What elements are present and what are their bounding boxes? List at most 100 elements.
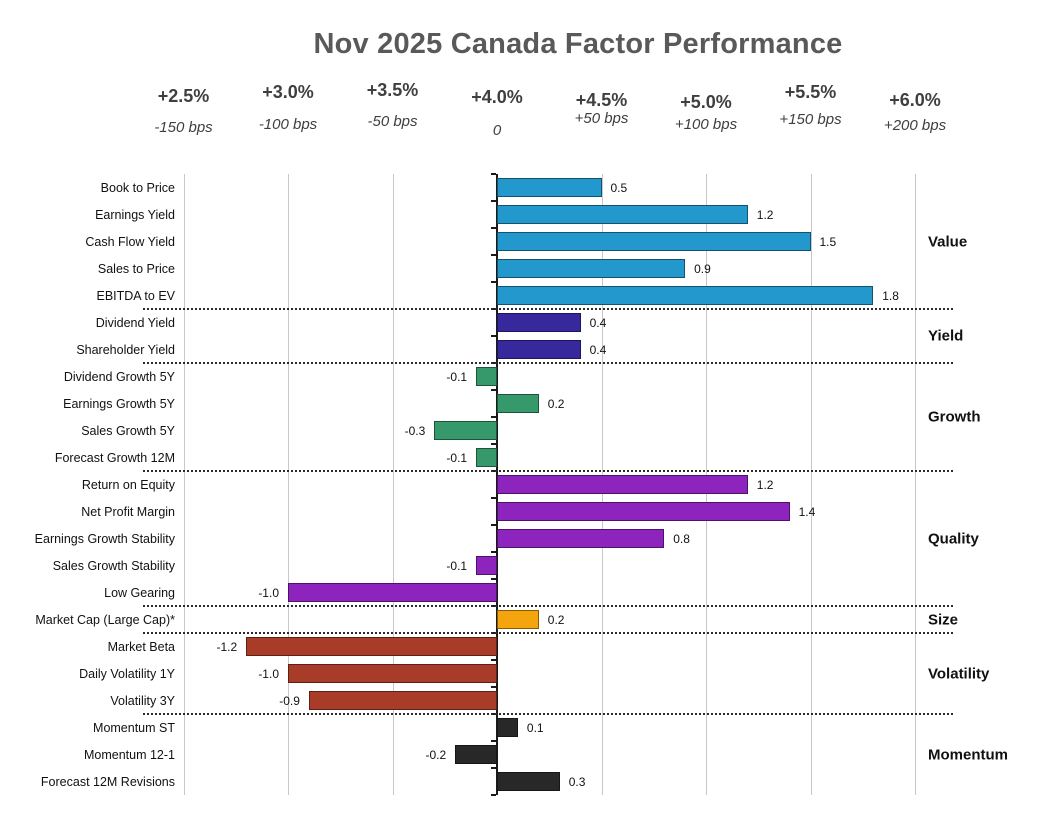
zero-axis-row-tick (491, 497, 496, 499)
gridline (915, 174, 916, 795)
gridline (183, 174, 185, 795)
category-label: Momentum 12-1 (83, 747, 175, 762)
bar (497, 610, 539, 629)
gridline (810, 174, 812, 795)
bar-value-label: 1.4 (798, 504, 816, 519)
bar (497, 232, 811, 251)
axis-tick-bps-label: -50 bps (367, 113, 418, 130)
bar (497, 502, 790, 521)
bar (308, 691, 497, 710)
zero-axis-row-tick (491, 281, 496, 283)
bar-value-label: -1.2 (216, 639, 238, 654)
axis-tick-percent-label: +3.5% (366, 80, 419, 100)
category-label: EBITDA to EV (96, 288, 175, 303)
bar-value-label: 0.9 (694, 261, 711, 276)
zero-axis-row-tick (491, 389, 496, 391)
bar (288, 664, 497, 683)
category-label: Forecast 12M Revisions (40, 774, 175, 789)
zero-axis-row-tick (491, 524, 496, 526)
group-label: Quality (928, 530, 979, 547)
bar (497, 340, 581, 359)
category-label: Low Gearing (104, 585, 175, 600)
category-label: Sales Growth 5Y (81, 423, 175, 438)
zero-axis-row-tick (491, 794, 496, 796)
axis-tick-percent-label: +6.0% (889, 90, 941, 110)
bar (497, 313, 581, 332)
bar-value-label: -0.1 (446, 558, 468, 573)
group-separator (143, 632, 953, 634)
bar-value-label: 0.4 (589, 342, 607, 357)
group-label: Momentum (928, 746, 1008, 763)
zero-axis-row-tick (491, 200, 496, 202)
category-label: Dividend Growth 5Y (63, 369, 175, 384)
bar-value-label: 1.8 (882, 288, 899, 303)
bar (497, 394, 539, 413)
group-label: Growth (928, 408, 981, 426)
axis-tick-percent-label: +2.5% (157, 86, 210, 106)
bar (476, 556, 497, 575)
group-label: Volatility (928, 665, 990, 682)
group-separator (143, 362, 953, 364)
category-label: Market Beta (107, 639, 175, 654)
zero-axis-row-tick (491, 767, 496, 769)
category-label: Book to Price (100, 180, 175, 195)
category-label: Momentum ST (93, 720, 175, 735)
bar-value-label: 0.2 (547, 612, 565, 627)
zero-axis-row-tick (491, 416, 496, 418)
bar (497, 286, 874, 305)
group-separator (143, 713, 953, 715)
group-separator (143, 605, 953, 607)
bar-value-label: 1.2 (756, 477, 774, 492)
bar (497, 259, 686, 278)
zero-axis-row-tick (491, 173, 496, 175)
bar (476, 367, 497, 386)
bar (497, 772, 560, 791)
category-label: Earnings Growth Stability (34, 531, 175, 546)
category-label: Volatility 3Y (110, 693, 175, 708)
bar-value-label: -0.1 (446, 369, 468, 384)
group-label: Size (928, 611, 959, 628)
axis-tick-bps-label: 0 (492, 122, 502, 139)
axis-tick-percent-label: +4.0% (471, 87, 523, 107)
bar (497, 529, 665, 548)
bar-value-label: 0.8 (673, 531, 690, 546)
bar (497, 718, 518, 737)
axis-tick-percent-label: +5.0% (680, 92, 732, 112)
bar-value-label: -1.0 (258, 585, 279, 600)
bar-value-label: 0.3 (568, 774, 586, 789)
zero-axis-row-tick (491, 335, 496, 337)
zero-axis-row-tick (491, 551, 496, 553)
category-label: Earnings Yield (95, 207, 175, 222)
gridline (392, 174, 394, 795)
zero-axis-row-tick (491, 740, 496, 742)
group-separator (143, 308, 953, 310)
bar-value-label: -0.1 (446, 450, 468, 465)
category-label: Dividend Yield (95, 315, 175, 330)
category-label: Net Profit Margin (81, 504, 175, 519)
category-label: Return on Equity (81, 477, 175, 492)
bar-value-label: -1.0 (258, 666, 279, 681)
axis-tick-bps-label: +50 bps (574, 110, 629, 127)
category-label: Forecast Growth 12M (54, 450, 175, 465)
bar-value-label: 0.1 (526, 720, 544, 735)
bar (434, 421, 497, 440)
category-label: Sales Growth Stability (52, 558, 175, 573)
category-label: Daily Volatility 1Y (79, 666, 175, 681)
bar-value-label: 0.4 (589, 315, 607, 330)
zero-axis-row-tick (491, 686, 496, 688)
axis-tick-bps-label: -100 bps (258, 116, 318, 133)
axis-tick-percent-label: +5.5% (784, 82, 837, 102)
bar-value-label: 1.5 (819, 234, 837, 249)
axis-tick-percent-label: +4.5% (575, 90, 628, 110)
bar-value-label: 0.2 (547, 396, 565, 411)
bar-value-label: 1.2 (756, 207, 774, 222)
axis-tick-bps-label: +200 bps (883, 117, 947, 134)
chart-title: Nov 2025 Canada Factor Performance (313, 28, 843, 60)
category-label: Shareholder Yield (76, 342, 175, 357)
group-label: Yield (928, 327, 964, 345)
group-label: Value (928, 233, 968, 250)
category-label: Cash Flow Yield (85, 234, 175, 249)
bar (246, 637, 497, 656)
zero-axis-row-tick (491, 254, 496, 256)
